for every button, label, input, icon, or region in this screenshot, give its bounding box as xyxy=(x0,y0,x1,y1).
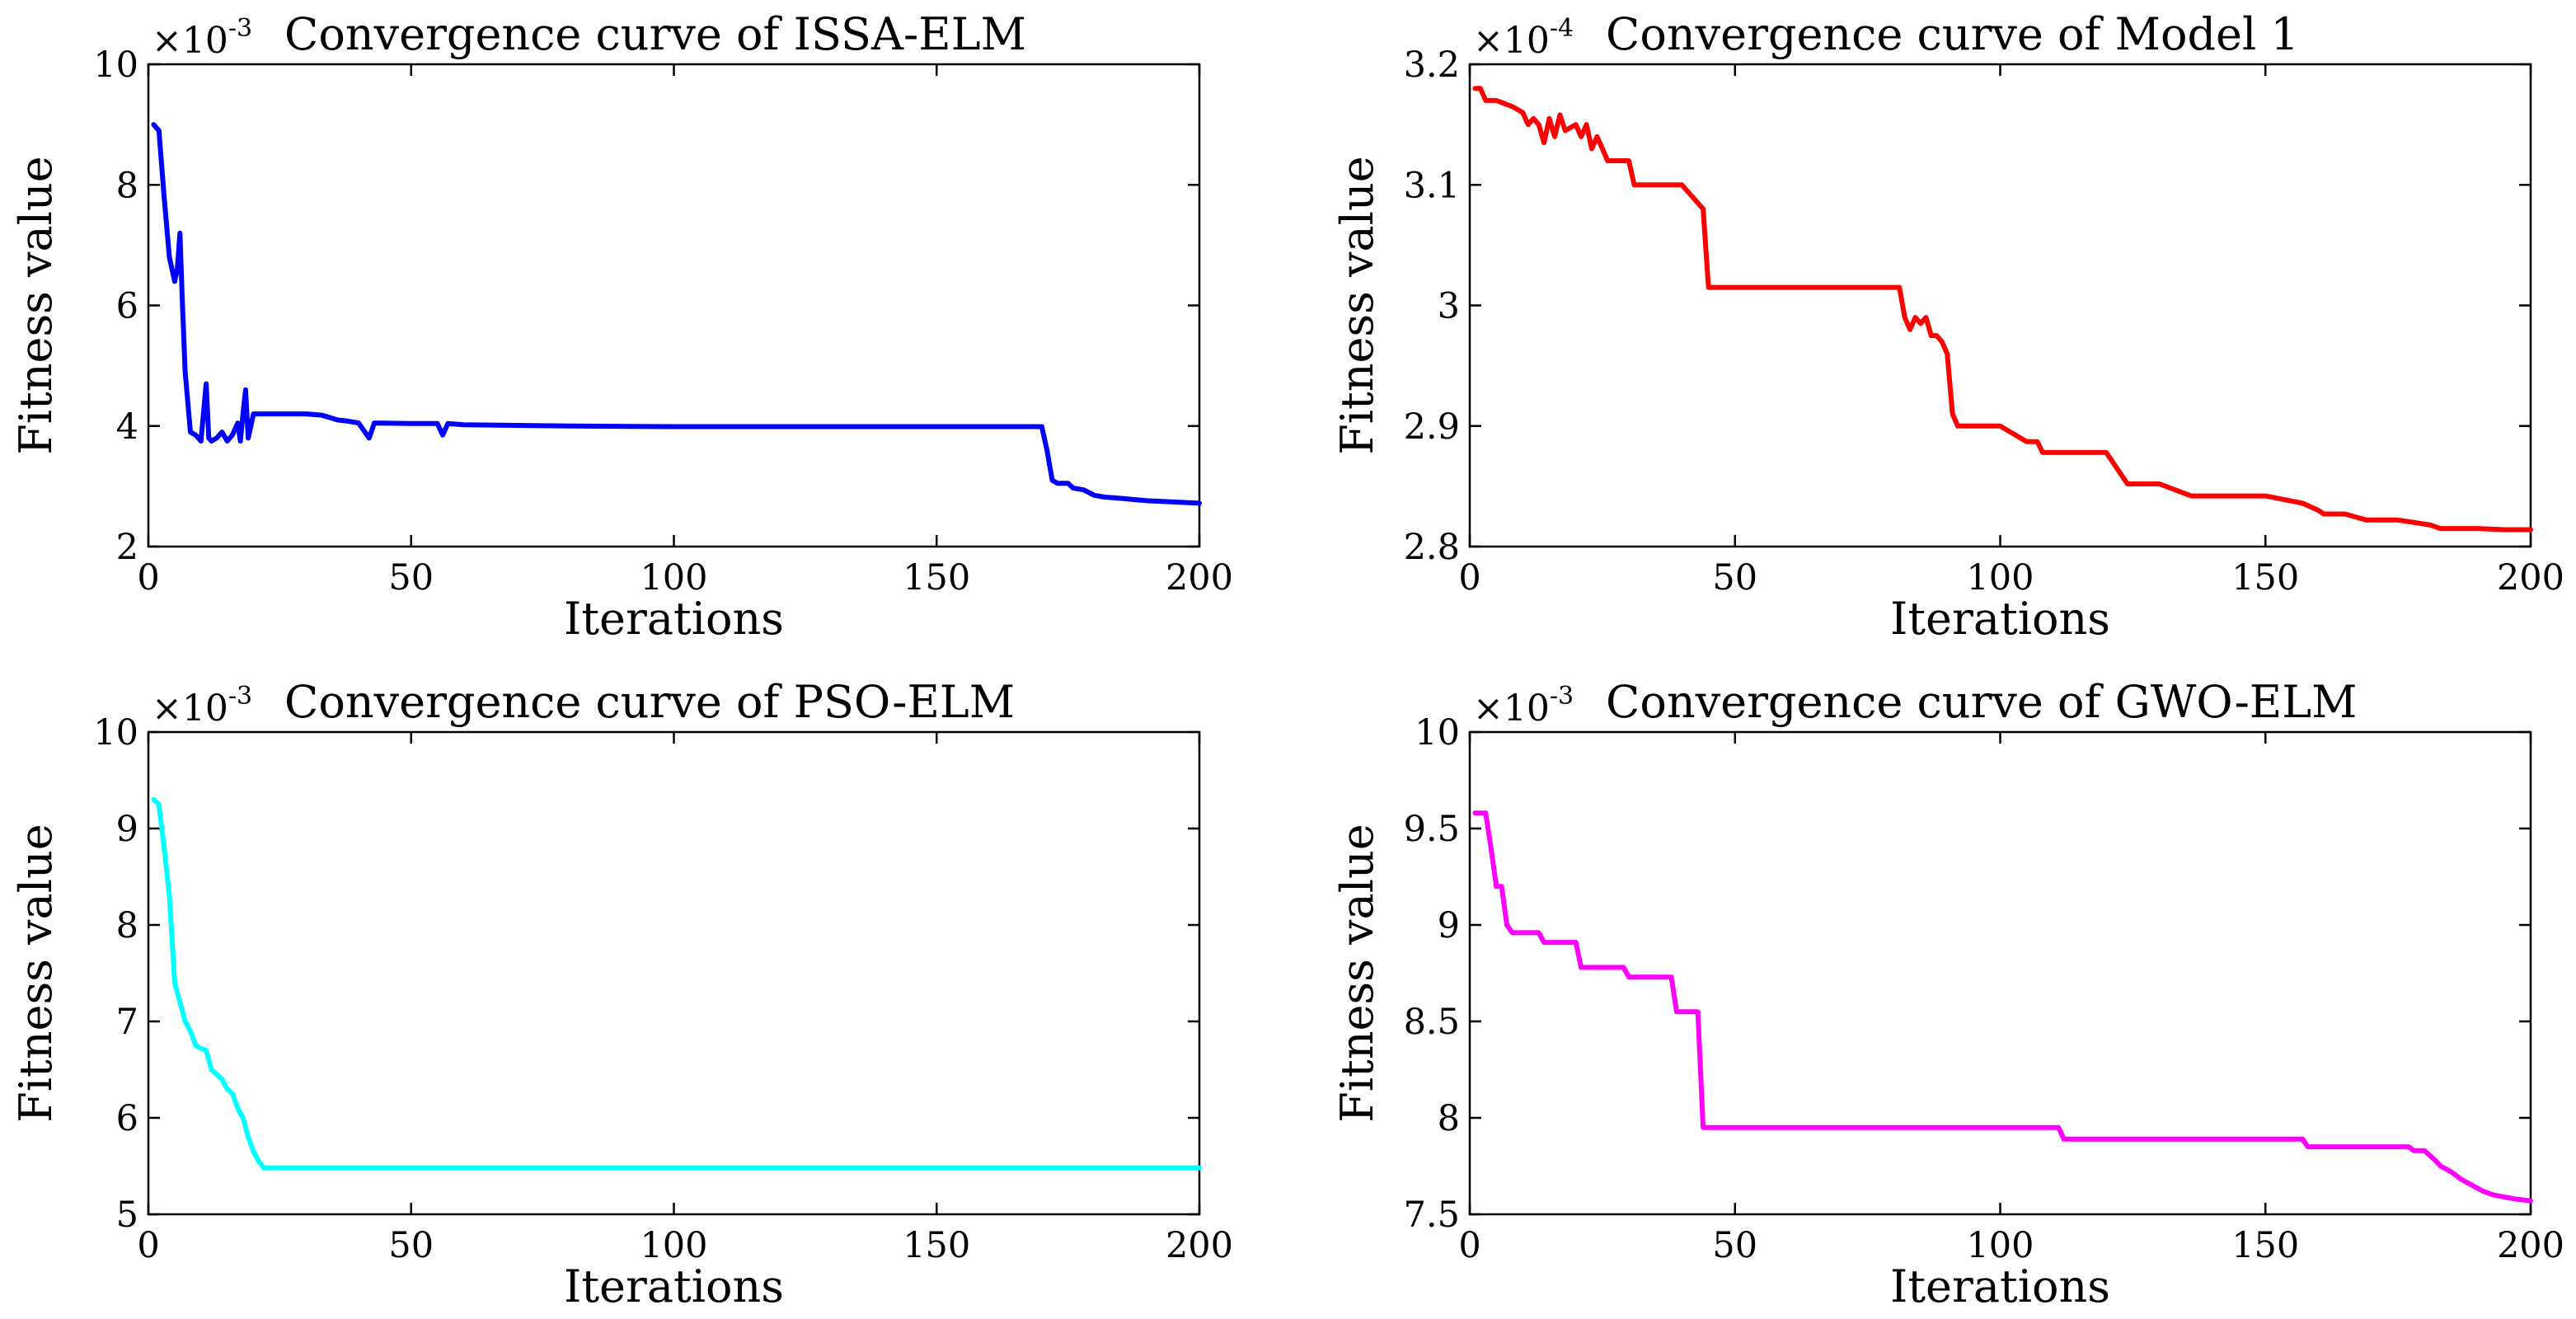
y-tick-label: 10 xyxy=(93,45,138,86)
plot-frame xyxy=(147,63,1201,548)
exponent-power: -3 xyxy=(228,14,252,43)
x-tick-label: 100 xyxy=(640,557,707,598)
x-tick-label: 50 xyxy=(388,1225,434,1266)
x-tick-label: 150 xyxy=(903,557,970,598)
y-axis-exponent: ×10-3 xyxy=(152,14,252,62)
chart-panel-3: 0 50 100 150 200 5 6 7 8 9 10 ×10-3 Convergence curv… xyxy=(10,676,1233,1312)
y-axis-label: Fitness value xyxy=(1331,156,1383,454)
exponent-base: ×10 xyxy=(1473,688,1550,730)
y-axis-exponent: ×10-3 xyxy=(1473,682,1574,730)
plot-frame xyxy=(1468,730,2532,1216)
series-line-model-1 xyxy=(1472,86,2533,533)
y-axis-exponent: ×10-4 xyxy=(1473,14,1574,62)
exponent-base: ×10 xyxy=(152,688,228,730)
y-axis-exponent: ×10-3 xyxy=(152,682,252,730)
y-tick-label: 10 xyxy=(93,712,138,753)
y-tick-label: 8 xyxy=(116,165,138,206)
exponent-power: -3 xyxy=(1550,682,1574,711)
y-tick-label: 3.1 xyxy=(1404,165,1460,206)
y-tick-label: 7 xyxy=(116,1002,138,1043)
y-tick-label: 9 xyxy=(1438,905,1460,946)
x-tick-label: 100 xyxy=(1966,1225,2034,1266)
x-tick-label: 50 xyxy=(1712,1225,1757,1266)
plot-frame xyxy=(147,730,1201,1216)
y-tick-label: 10 xyxy=(1415,712,1460,753)
x-axis-label: Iterations xyxy=(564,1260,784,1312)
chart-panel-4: 0 50 100 150 200 7.5 8 8.5 9 9.5 10 ×10-3 Convergenc… xyxy=(1331,676,2564,1312)
x-tick-label: 150 xyxy=(2231,1225,2299,1266)
y-axis-label: Fitness value xyxy=(1331,824,1383,1122)
chart-title: Convergence curve of PSO-ELM xyxy=(284,676,1015,728)
x-tick-label: 200 xyxy=(2497,557,2564,598)
x-tick-label: 200 xyxy=(1166,557,1233,598)
chart-panel-2: 0 50 100 150 200 2.8 2.9 3 3.1 3.2 ×10-4 Convergenc… xyxy=(1331,8,2564,645)
y-tick-label: 7.5 xyxy=(1404,1195,1460,1236)
exponent-base: ×10 xyxy=(152,20,228,62)
y-tick-label: 8 xyxy=(116,905,138,946)
x-tick-label: 150 xyxy=(2231,557,2299,598)
y-tick-label: 5 xyxy=(116,1195,138,1236)
y-tick-label: 6 xyxy=(116,1098,138,1139)
x-tick-label: 0 xyxy=(1458,557,1480,598)
plot-frame xyxy=(1468,63,2532,548)
y-tick-label: 3.2 xyxy=(1404,45,1460,86)
x-tick-label: 50 xyxy=(388,557,434,598)
y-tick-label: 9.5 xyxy=(1404,809,1460,850)
x-axis-label: Iterations xyxy=(1890,593,2110,645)
x-tick-label: 50 xyxy=(1712,557,1757,598)
series-line-pso-elm xyxy=(151,796,1202,1171)
x-tick-label: 150 xyxy=(903,1225,970,1266)
exponent-base: ×10 xyxy=(1473,20,1550,62)
x-tick-label: 0 xyxy=(1458,1225,1480,1266)
series-line-issa-elm xyxy=(151,122,1202,506)
chart-title: Convergence curve of ISSA-ELM xyxy=(284,8,1026,60)
x-tick-label: 100 xyxy=(1966,557,2034,598)
x-tick-label: 200 xyxy=(1166,1225,1233,1266)
y-tick-label: 8.5 xyxy=(1404,1002,1460,1043)
exponent-power: -3 xyxy=(228,682,252,711)
y-tick-label: 9 xyxy=(116,809,138,850)
chart-panel-1: 0 50 100 150 200 2 4 6 8 10 ×10-3 Convergence curve… xyxy=(10,8,1233,645)
y-tick-label: 8 xyxy=(1438,1098,1460,1139)
exponent-power: -4 xyxy=(1550,14,1574,43)
y-tick-label: 2.9 xyxy=(1404,406,1460,448)
x-tick-label: 0 xyxy=(137,557,159,598)
chart-title: Convergence curve of Model 1 xyxy=(1606,8,2299,60)
y-tick-label: 6 xyxy=(116,286,138,327)
y-tick-label: 2.8 xyxy=(1404,527,1460,568)
y-axis-label: Fitness value xyxy=(10,156,62,454)
x-tick-label: 200 xyxy=(2497,1225,2564,1266)
y-axis-label: Fitness value xyxy=(10,824,62,1122)
series-line-gwo-elm xyxy=(1472,810,2533,1204)
x-axis-label: Iterations xyxy=(1890,1260,2110,1312)
x-tick-label: 100 xyxy=(640,1225,707,1266)
x-tick-label: 0 xyxy=(137,1225,159,1266)
chart-title: Convergence curve of GWO-ELM xyxy=(1606,676,2357,728)
y-tick-label: 3 xyxy=(1438,286,1460,327)
y-tick-label: 4 xyxy=(116,406,138,448)
x-axis-label: Iterations xyxy=(564,593,784,645)
y-tick-label: 2 xyxy=(116,527,138,568)
